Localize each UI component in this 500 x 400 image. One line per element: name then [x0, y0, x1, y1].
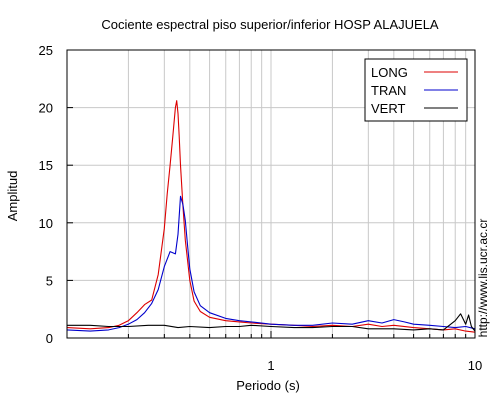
- series-line-vert: [67, 313, 476, 332]
- legend-label-long: LONG: [371, 65, 408, 80]
- legend-label-tran: TRAN: [371, 83, 406, 98]
- legend-label-vert: VERT: [371, 101, 405, 116]
- chart-title: Cociente espectral piso superior/inferio…: [101, 17, 439, 32]
- source-url-text: http://www.lis.ucr.ac.cr: [476, 219, 490, 338]
- y-tick-label: 5: [46, 273, 53, 288]
- legend: LONG TRAN VERT: [364, 58, 468, 122]
- x-axis-label: Periodo (s): [236, 378, 300, 393]
- series-line-tran: [66, 195, 476, 332]
- y-tick-label: 25: [39, 43, 53, 58]
- y-tick-label: 0: [46, 331, 53, 346]
- y-axis-label: Amplitud: [5, 171, 20, 222]
- series-line-long: [66, 100, 476, 333]
- x-tick-label: 10: [468, 358, 482, 373]
- y-tick-label: 15: [39, 158, 53, 173]
- y-tick-label: 20: [39, 101, 53, 116]
- y-tick-label: 10: [39, 216, 53, 231]
- series-lines: [66, 100, 476, 333]
- x-tick-label: 1: [267, 358, 274, 373]
- axis-ticks: 0 5 10 15 20 25 1 10: [39, 43, 483, 373]
